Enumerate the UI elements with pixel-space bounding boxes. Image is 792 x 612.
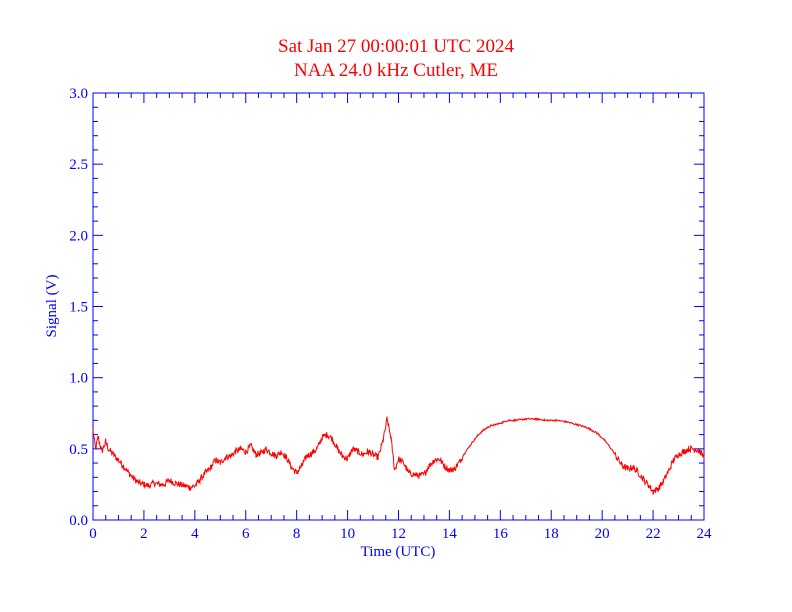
y-tick-label: 3.0	[69, 86, 88, 102]
y-tick-label: 0.0	[69, 513, 88, 529]
plot-frame	[92, 92, 705, 521]
x-tick-labels: 0 2 4 6 8 10 12 14 16 18 20 22 24	[89, 526, 712, 542]
x-tick-label: 22	[646, 526, 661, 542]
signal-series-line	[92, 415, 705, 496]
x-tick-label: 2	[140, 526, 148, 542]
x-tick-label: 4	[191, 526, 199, 542]
x-axis-label: Time (UTC)	[361, 544, 436, 560]
x-tick-label: 10	[340, 526, 355, 542]
y-tick-label: 1.0	[69, 371, 88, 387]
chart-title: Sat Jan 27 00:00:01 UTC 2024	[278, 36, 514, 57]
x-tick-label: 18	[544, 526, 559, 542]
series-layer	[92, 415, 705, 496]
x-tick-label: 12	[391, 526, 406, 542]
x-tick-label: 8	[293, 526, 301, 542]
x-tick-label: 0	[89, 526, 97, 542]
y-tick-label: 2.5	[69, 157, 88, 173]
x-tick-label: 24	[697, 526, 713, 542]
x-tick-label: 6	[242, 526, 250, 542]
x-tick-label: 14	[442, 526, 458, 542]
y-tick-labels: 0.0 0.5 1.0 1.5 2.0 2.5 3.0	[69, 86, 88, 529]
y-tick-label: 1.5	[69, 300, 88, 316]
tick-marks	[92, 92, 705, 521]
y-tick-label: 2.0	[69, 228, 88, 244]
x-tick-label: 16	[493, 526, 509, 542]
y-tick-label: 0.5	[69, 442, 88, 458]
x-tick-label: 20	[595, 526, 610, 542]
y-axis-label: Signal (V)	[44, 275, 60, 338]
chart-subtitle: NAA 24.0 kHz Cutler, ME	[294, 60, 498, 81]
